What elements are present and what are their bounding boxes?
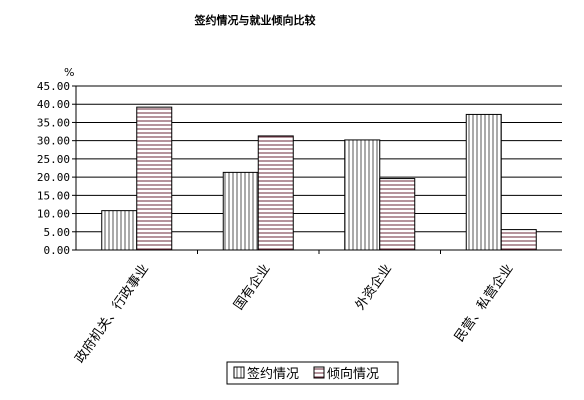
bar-signed — [222, 171, 259, 251]
y-tick-label: 25.00 — [37, 153, 70, 166]
chart-title: 签约情况与就业倾向比较 — [194, 13, 316, 27]
bar-signed — [344, 139, 381, 251]
legend-label-signed: 签约情况 — [247, 366, 299, 382]
x-category-label: 政府机关、行政事业 — [73, 262, 152, 366]
x-category-label: 民营、私营企业 — [451, 261, 516, 345]
x-category-label: 外资企业 — [352, 261, 395, 313]
category-labels: 政府机关、行政事业 国有企业 外资企业 民营、私营企业 — [73, 250, 517, 366]
y-tick-label: 35.00 — [37, 116, 70, 129]
y-tick-label: 15.00 — [37, 189, 70, 202]
y-tick-label: 0.00 — [44, 244, 71, 257]
legend-box — [226, 361, 399, 385]
legend-swatch-preferred — [313, 366, 325, 379]
bars — [101, 106, 537, 251]
y-tick-label: 10.00 — [37, 208, 70, 221]
y-tick-label: 45.00 — [37, 80, 70, 93]
bar-preferred — [257, 135, 294, 251]
bar-preferred — [136, 106, 173, 251]
y-tick-label: 30.00 — [37, 135, 70, 148]
y-tick-label: 20.00 — [37, 171, 70, 184]
x-category-label: 国有企业 — [231, 261, 274, 313]
y-axis-ticks: 0.00 5.00 10.00 15.00 20.00 25.00 30.00 35.00 40… — [37, 80, 76, 257]
legend: 签约情况 倾向情况 — [226, 361, 399, 385]
y-tick-label: 5.00 — [44, 226, 71, 239]
bar-preferred — [379, 178, 416, 251]
legend-swatch-signed — [233, 366, 245, 379]
legend-label-preferred: 倾向情况 — [327, 366, 379, 382]
bar-signed — [101, 210, 138, 251]
bar-signed — [465, 113, 502, 251]
bar-preferred — [500, 229, 537, 251]
y-axis-unit: % — [64, 66, 74, 79]
y-tick-label: 40.00 — [37, 98, 70, 111]
